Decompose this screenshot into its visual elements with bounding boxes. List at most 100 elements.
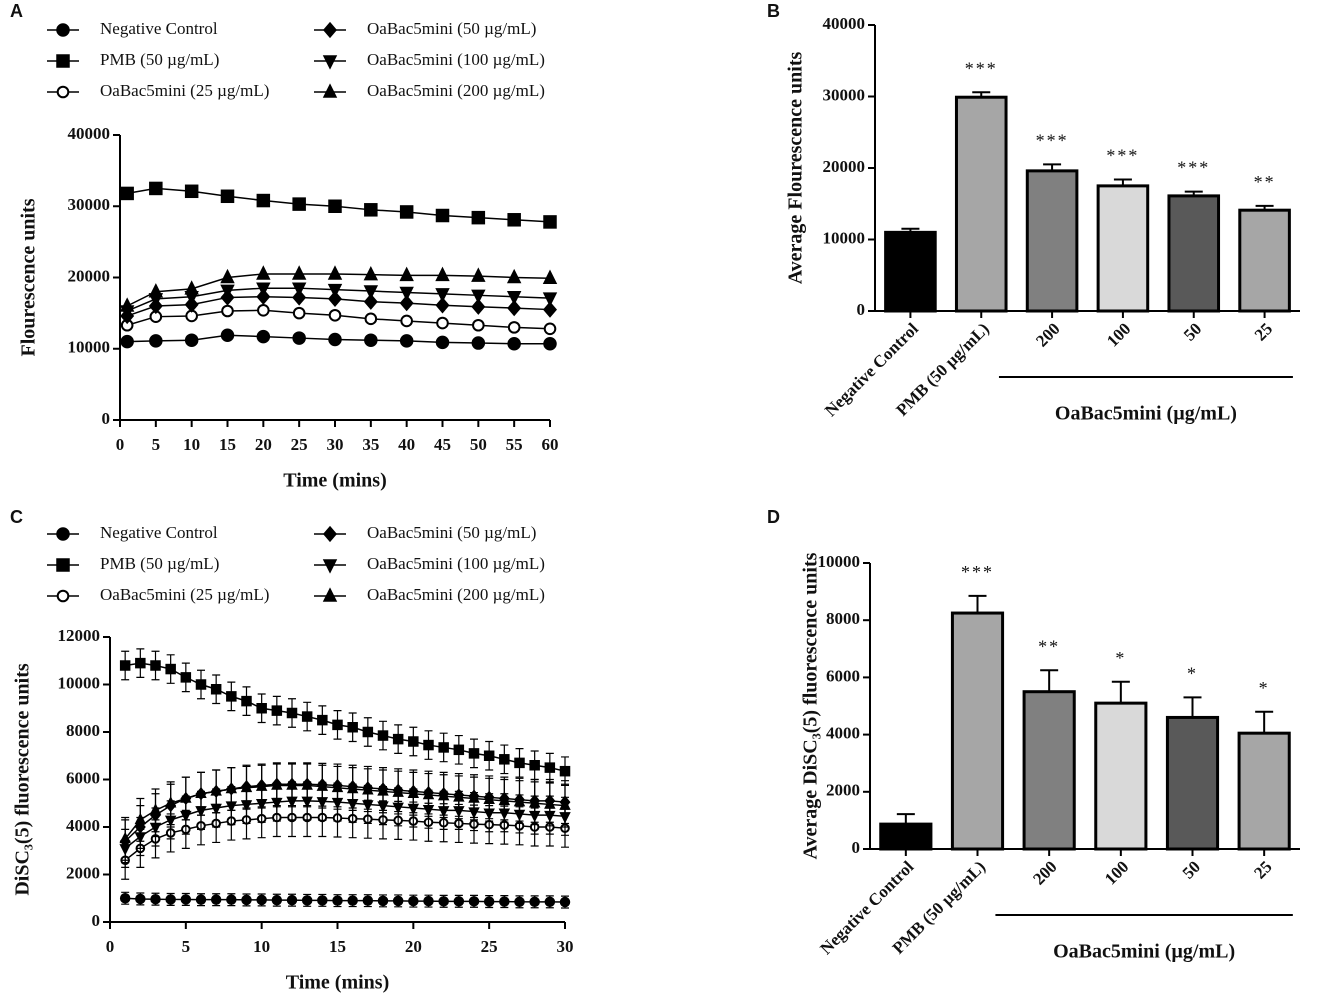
marker <box>148 283 164 298</box>
legend-label: PMB (50 µg/mL) <box>100 554 219 573</box>
marker <box>210 684 222 695</box>
bar <box>1096 184 1150 313</box>
x-tick-label: 45 <box>434 435 451 454</box>
marker <box>507 213 521 227</box>
y-tick-label: 10000 <box>58 673 101 692</box>
marker <box>195 679 207 690</box>
marker <box>180 791 192 803</box>
x-tick-label: 30 <box>557 937 574 956</box>
marker <box>542 269 558 284</box>
x-tick-label: 100 <box>1101 857 1132 888</box>
marker <box>255 779 268 791</box>
marker <box>529 760 540 771</box>
marker <box>499 896 510 907</box>
x-tick-label: 40 <box>398 435 415 454</box>
marker <box>377 730 389 741</box>
legend-label: OaBac5mini (200 µg/mL) <box>367 81 545 100</box>
marker <box>256 329 271 344</box>
marker <box>471 336 486 350</box>
significance: *** <box>1036 131 1069 151</box>
marker <box>436 316 449 330</box>
marker <box>165 663 176 675</box>
y-tick-label: 30000 <box>68 195 111 214</box>
x-tick-label: 55 <box>506 435 523 454</box>
y-tick-label: 2000 <box>826 781 860 800</box>
marker <box>184 333 199 347</box>
marker <box>241 894 252 906</box>
marker <box>377 784 389 796</box>
marker <box>529 896 540 908</box>
marker <box>210 784 222 796</box>
y-axis-title: Average DiSC₃(5) fluorescence units <box>800 552 822 859</box>
y-tick-label: 30000 <box>823 85 866 104</box>
marker <box>347 895 358 906</box>
marker <box>542 292 558 307</box>
marker <box>471 267 486 282</box>
legend-marker <box>56 527 70 541</box>
marker <box>435 266 450 282</box>
marker <box>453 744 465 756</box>
marker <box>301 778 313 790</box>
marker <box>180 894 192 905</box>
significance: *** <box>1177 158 1210 178</box>
marker <box>483 750 495 761</box>
marker <box>301 895 313 906</box>
y-tick-label: 10000 <box>818 552 861 571</box>
marker <box>435 288 450 303</box>
bar <box>1165 715 1220 851</box>
y-tick-label: 20000 <box>823 157 866 176</box>
x-tick-label: 25 <box>1251 319 1276 344</box>
legend-marker <box>323 21 337 39</box>
marker <box>256 193 271 208</box>
legend-label: OaBac5mini (100 µg/mL) <box>367 50 545 69</box>
marker <box>362 895 374 906</box>
marker <box>471 298 486 315</box>
marker <box>149 803 162 815</box>
marker <box>399 294 414 312</box>
marker <box>119 831 131 844</box>
marker <box>437 788 450 801</box>
marker <box>364 333 378 347</box>
marker <box>149 181 163 196</box>
legend-label: OaBac5mini (25 µg/mL) <box>100 81 269 100</box>
y-tick-label: 10000 <box>823 228 866 247</box>
panel-letter: C <box>10 507 23 527</box>
x-tick-label: 0 <box>116 435 125 454</box>
marker <box>327 265 343 280</box>
y-tick-label: 10000 <box>68 338 111 357</box>
marker <box>226 691 237 702</box>
marker <box>292 306 306 320</box>
significance: * <box>1115 648 1126 668</box>
marker <box>506 268 522 284</box>
marker <box>392 895 404 907</box>
bar <box>1238 208 1291 313</box>
marker <box>241 695 252 707</box>
marker <box>468 791 480 803</box>
error-bar <box>896 813 915 825</box>
significance: *** <box>1106 146 1139 166</box>
marker <box>423 739 434 751</box>
error-bar <box>1255 710 1274 734</box>
marker <box>256 703 267 714</box>
marker <box>164 796 177 808</box>
marker <box>364 203 378 217</box>
y-tick-label: 8000 <box>66 721 100 740</box>
legend-label: OaBac5mini (50 µg/mL) <box>367 523 536 542</box>
marker <box>226 894 237 905</box>
y-tick-label: 0 <box>852 838 861 857</box>
marker <box>453 896 465 907</box>
marker <box>291 282 307 297</box>
y-tick-label: 4000 <box>826 724 860 743</box>
marker <box>471 210 486 225</box>
bar <box>1025 169 1079 313</box>
marker <box>134 812 147 825</box>
marker <box>328 332 342 347</box>
y-tick-label: 40000 <box>823 14 866 33</box>
error-bar <box>1040 669 1059 692</box>
y-tick-label: 8000 <box>826 609 860 628</box>
x-tick-label: 10 <box>253 937 270 956</box>
marker <box>150 660 161 671</box>
legend-marker <box>56 54 70 68</box>
marker <box>559 896 571 908</box>
marker <box>544 797 556 809</box>
